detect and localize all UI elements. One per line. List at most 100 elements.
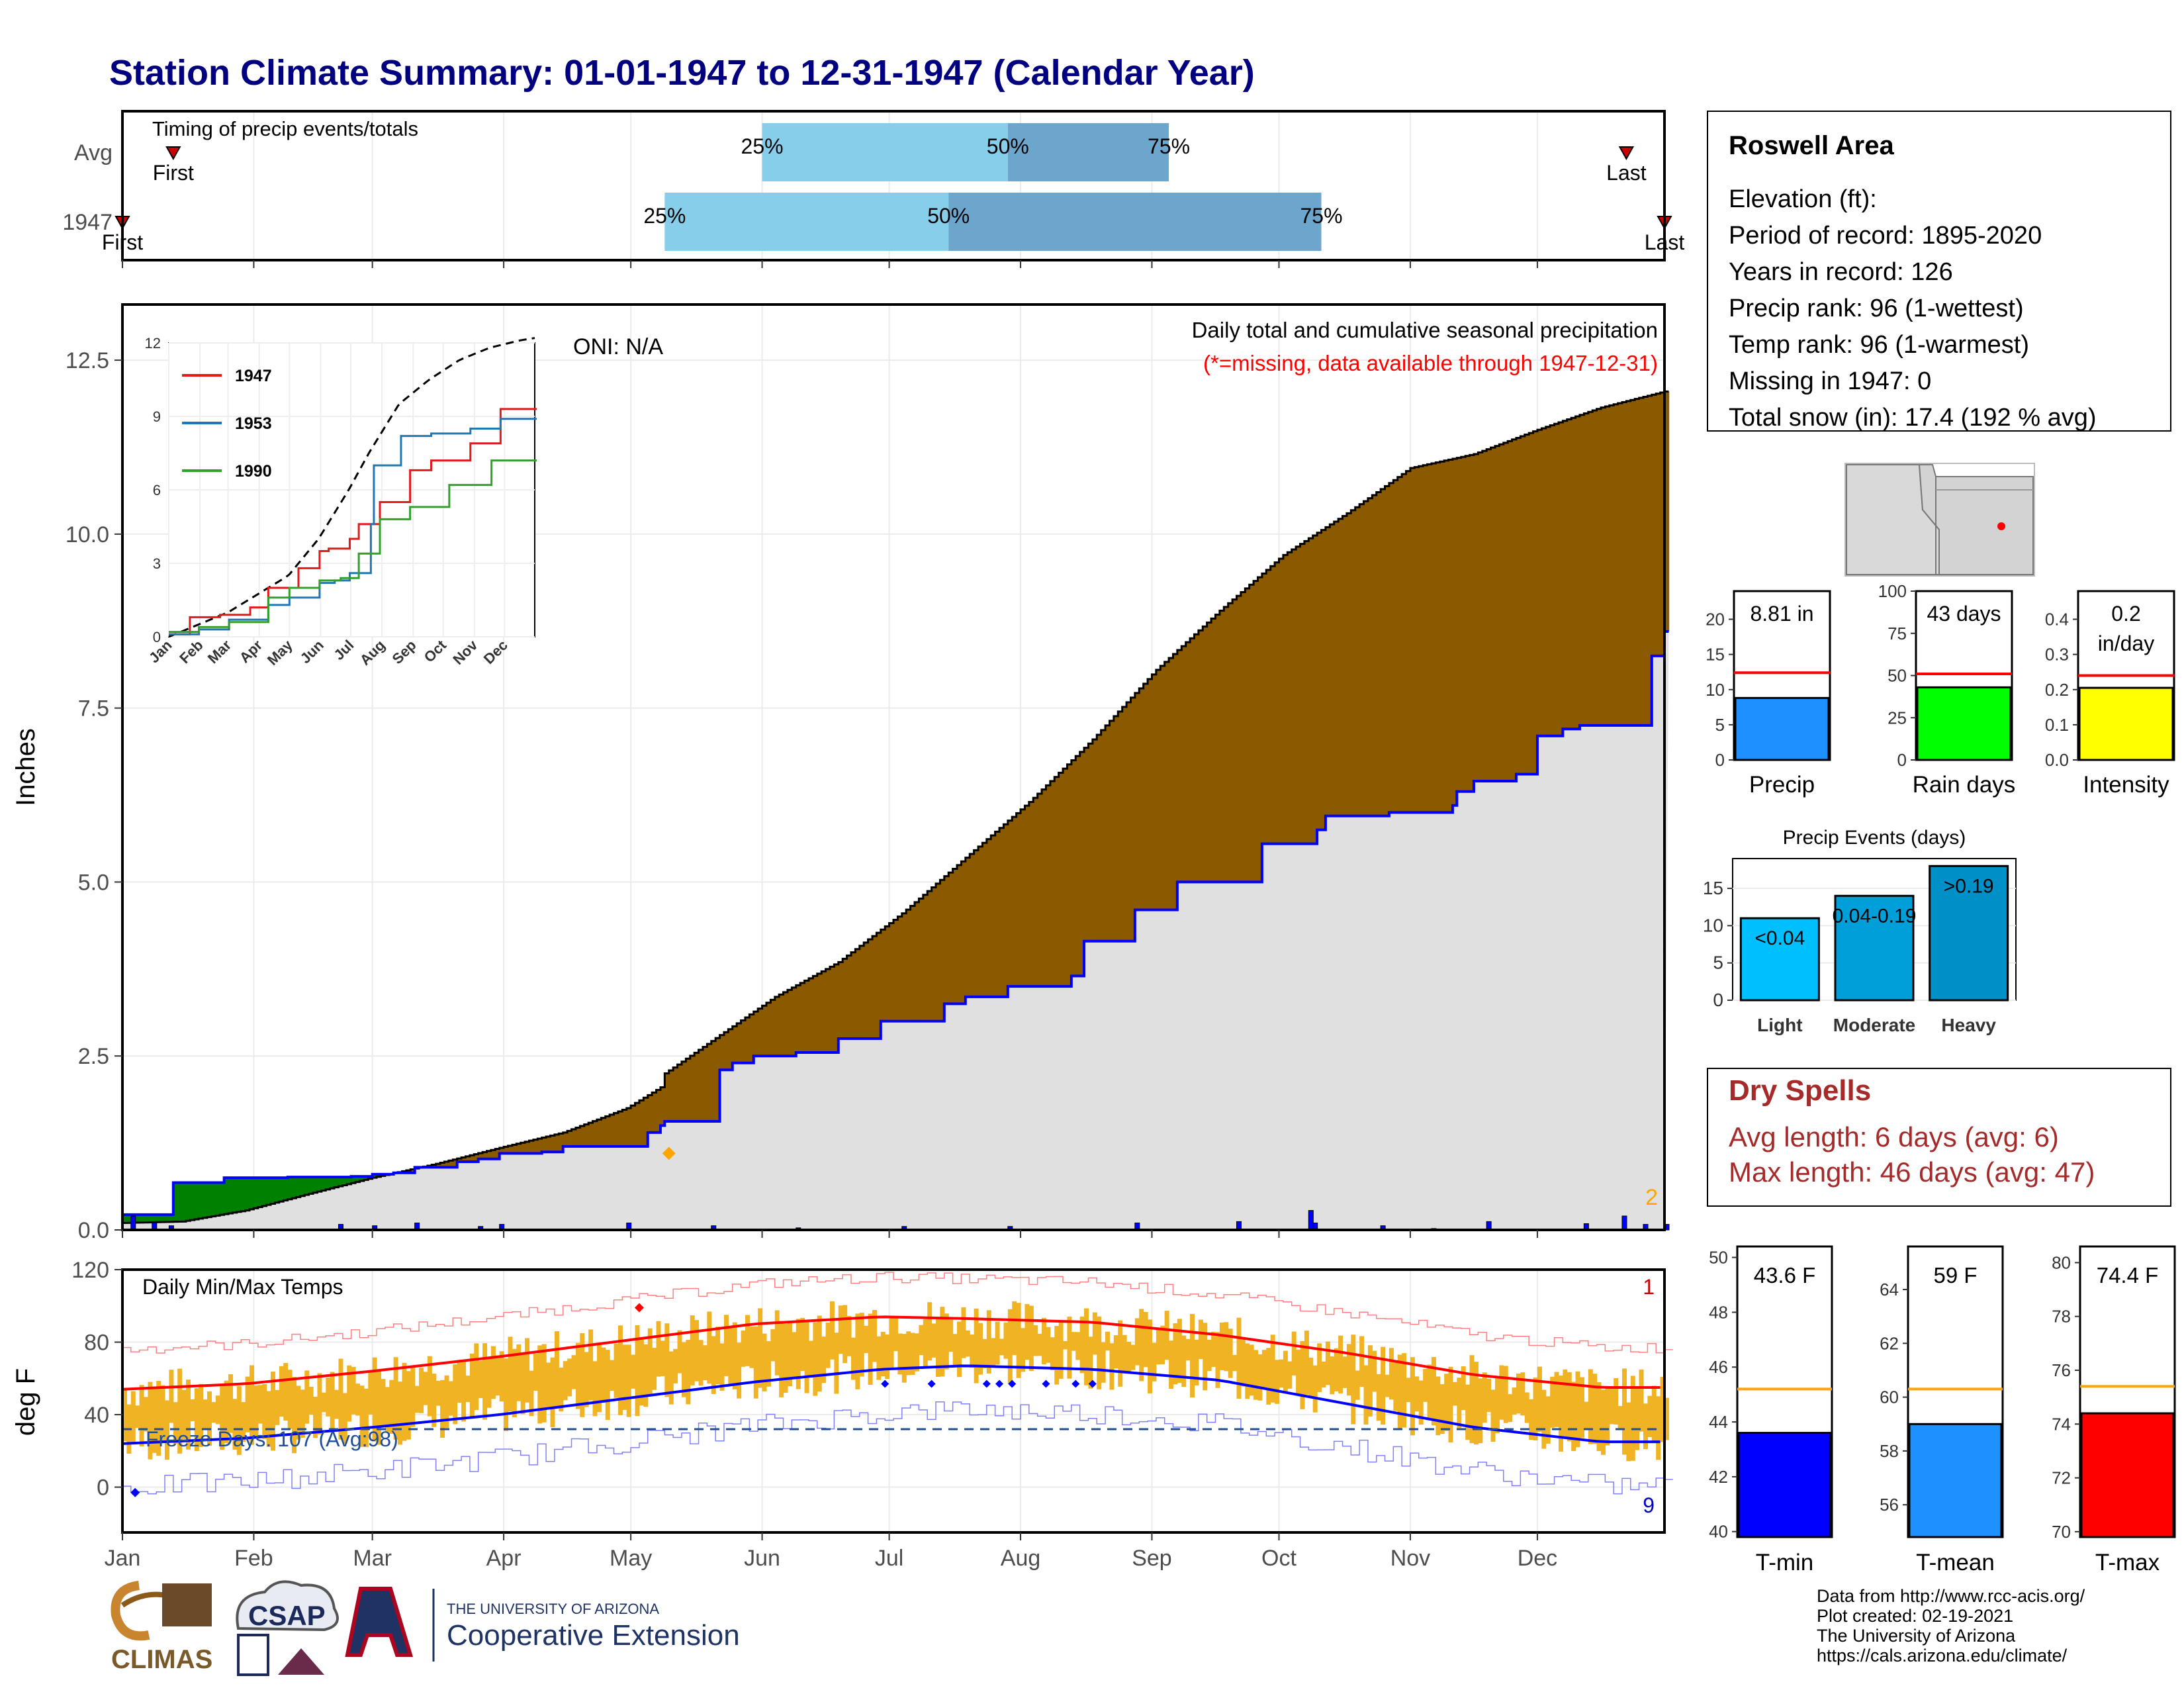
- daily-temp-bar: [758, 1308, 763, 1388]
- timing-box-upper: [1007, 123, 1169, 181]
- daily-temp-bar: [936, 1319, 940, 1378]
- daily-temp-bar: [774, 1310, 780, 1376]
- month-label: Sep: [1132, 1546, 1172, 1571]
- daily-temp-bar: [901, 1334, 907, 1383]
- precip-diff-bar: [1431, 463, 1437, 813]
- precip-diff-bar: [537, 1139, 543, 1154]
- daily-temp-bar: [906, 1331, 911, 1376]
- record-precip-icon: [662, 1147, 676, 1160]
- precip-diff-bar: [635, 1103, 640, 1147]
- daily-temp-bar: [1240, 1338, 1246, 1387]
- daily-temp-bar: [1503, 1366, 1508, 1423]
- daily-temp-bar: [1647, 1395, 1653, 1437]
- precip-diff-bar: [308, 1177, 314, 1194]
- daily-temp-bar: [948, 1319, 954, 1352]
- annual-temp-bars: 40 42 44 46 48 50 43.6 F T-min 56 58 60 62 64 59 F T-m…: [1709, 1245, 2176, 1575]
- annual-bar-ytick-label: 0.0: [2045, 750, 2069, 770]
- daily-temp-bar: [190, 1399, 195, 1422]
- daily-temp-bar: [550, 1357, 555, 1427]
- precip-diff-bar: [1211, 618, 1216, 882]
- annual-bar: [1916, 686, 2012, 761]
- event-bar: [1834, 894, 1915, 1002]
- precip-diff-bar: [241, 1178, 246, 1211]
- events-title: Precip Events (days): [1783, 827, 1966, 849]
- precip-diff-bar: [1194, 634, 1199, 882]
- precip-diff-bar: [1224, 606, 1229, 882]
- daily-temp-bar: [304, 1370, 310, 1424]
- precip-diff-bar: [160, 1214, 165, 1223]
- precip-diff-bar: [1088, 743, 1093, 941]
- daily-temp-bar: [864, 1325, 869, 1354]
- precip-diff-bar: [808, 978, 814, 1053]
- precip-diff-bar: [1050, 781, 1056, 987]
- record-low-icon: [995, 1380, 1004, 1388]
- daily-temp-bar: [1143, 1311, 1148, 1368]
- precip-diff-bar: [656, 1090, 661, 1133]
- avg-max-temp-line: [122, 1315, 1661, 1391]
- precip-diff-bar: [296, 1177, 301, 1197]
- daily-temp-bar: [1516, 1373, 1521, 1414]
- daily-temp-bar: [762, 1333, 767, 1391]
- precip-diff-bar: [643, 1098, 649, 1147]
- daily-temp-bar: [834, 1333, 839, 1394]
- precip-diff-bar: [919, 898, 924, 1021]
- precip-diff-bar: [257, 1178, 263, 1207]
- precip-diff-bar: [970, 854, 975, 997]
- precip-diff-bar: [342, 1177, 348, 1186]
- daily-temp-bar: [334, 1389, 340, 1419]
- inset-legend-label: 1990: [235, 462, 272, 481]
- daily-temp-bar: [957, 1321, 962, 1378]
- precip-diff-bar: [266, 1178, 271, 1205]
- daily-temp-bar: [1385, 1374, 1390, 1397]
- daily-temp-bar: [495, 1355, 500, 1396]
- precip-diff-bar: [1270, 566, 1275, 844]
- precip-diff-bar: [1512, 439, 1517, 782]
- precip-diff-bar: [1321, 530, 1326, 830]
- daily-temp-bar: [1185, 1338, 1191, 1361]
- precip-diff-bar: [372, 1174, 377, 1178]
- precip-diff-bar: [872, 936, 878, 1039]
- precip-diff-bar: [1206, 622, 1212, 882]
- daily-temp-bar: [410, 1368, 416, 1427]
- daily-temp-bar: [1359, 1336, 1365, 1387]
- inset-ytick-label: 3: [153, 555, 161, 572]
- precip-diff-bar: [974, 850, 979, 997]
- daily-temp-bar: [1092, 1312, 1097, 1355]
- daily-temp-bar: [1439, 1384, 1445, 1434]
- temp-panel: Daily Min/Max Temps Freeze Days: 107 (Avg…: [11, 1258, 1673, 1571]
- annual-bar-ytick-label: 100: [1878, 581, 1907, 601]
- precip-diff-bar: [1330, 524, 1335, 816]
- daily-temp-bar: [148, 1382, 153, 1460]
- daily-temp-bar: [1499, 1365, 1504, 1420]
- precip-diff-bar: [228, 1178, 234, 1214]
- precip-diff-bar: [1418, 466, 1424, 813]
- precip-diff-bar: [516, 1143, 522, 1154]
- precip-diff-bar: [1410, 468, 1416, 813]
- daily-temp-bar: [1533, 1377, 1538, 1441]
- precip-diff-bar: [1232, 599, 1238, 882]
- daily-temp-bar: [1156, 1328, 1161, 1365]
- precip-diff-bar: [144, 1214, 149, 1223]
- daily-temp-bar: [876, 1336, 882, 1380]
- precip-diff-bar: [203, 1182, 208, 1218]
- temp-bar-ytick-label: 60: [1880, 1387, 1899, 1407]
- timing-marker-icon: [165, 146, 181, 161]
- precip-diff-bar: [901, 913, 907, 1021]
- precip-diff-bar: [1355, 507, 1360, 816]
- daily-temp-bar: [698, 1340, 704, 1386]
- precip-diff-bar: [152, 1214, 158, 1223]
- precip-diff-bar: [741, 1020, 746, 1063]
- daily-temp-bar: [520, 1354, 525, 1415]
- daily-temp-bar: [533, 1353, 538, 1391]
- precip-diff-bar: [1592, 410, 1598, 726]
- daily-temp-bar: [842, 1305, 848, 1364]
- daily-temp-bar: [1376, 1374, 1381, 1421]
- precip-diff-bar: [1363, 501, 1369, 816]
- daily-temp-bar: [1211, 1331, 1216, 1367]
- daily-temp-bar: [152, 1387, 157, 1453]
- precip-diff-bar: [978, 846, 983, 997]
- precip-diff-bar: [520, 1143, 525, 1154]
- daily-temp-bar: [702, 1345, 707, 1381]
- daily-temp-bar: [1067, 1316, 1072, 1379]
